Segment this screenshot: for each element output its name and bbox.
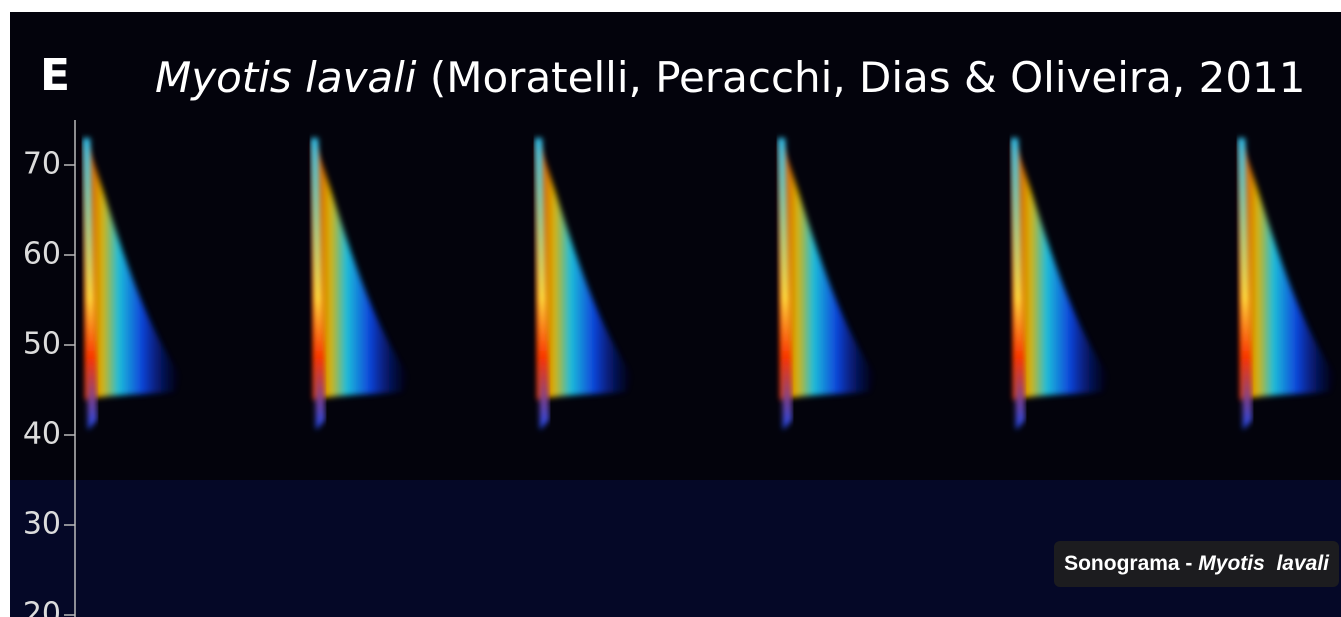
call-body xyxy=(780,140,875,400)
call-stem xyxy=(1238,138,1252,430)
call-body xyxy=(1013,140,1108,400)
call-body xyxy=(85,140,180,400)
call xyxy=(778,138,875,430)
call-stem xyxy=(83,138,97,430)
call xyxy=(535,138,632,430)
y-tick-label: 30 xyxy=(23,507,61,542)
call xyxy=(1011,138,1108,430)
call xyxy=(83,138,180,430)
call-body xyxy=(1240,140,1335,400)
call-body xyxy=(537,140,632,400)
caption-species: Myotis lavali xyxy=(1198,552,1329,575)
caption-prefix: Sonograma - xyxy=(1064,552,1193,575)
call xyxy=(311,138,408,430)
title: Myotis lavali (Moratelli, Peracchi, Dias… xyxy=(155,53,1305,102)
call-stem xyxy=(535,138,549,430)
y-tick-label: 20 xyxy=(23,597,61,617)
panel-label: E xyxy=(40,50,70,101)
title-species: Myotis lavali xyxy=(155,53,417,102)
call xyxy=(1238,138,1335,430)
call-body xyxy=(313,140,408,400)
call-stem xyxy=(778,138,792,430)
y-tick-label: 70 xyxy=(23,147,61,182)
y-tick-label: 40 xyxy=(23,417,61,452)
y-tick-label: 50 xyxy=(23,327,61,362)
call-stem xyxy=(311,138,325,430)
caption: Sonograma - Myotis lavali xyxy=(1054,541,1339,587)
call-stem xyxy=(1011,138,1025,430)
y-tick-label: 60 xyxy=(23,237,61,272)
calls xyxy=(83,138,1335,430)
y-ticks: 70 60 50 40 30 20 xyxy=(23,147,75,617)
title-authority: (Moratelli, Peracchi, Dias & Oliveira, 2… xyxy=(430,53,1306,102)
